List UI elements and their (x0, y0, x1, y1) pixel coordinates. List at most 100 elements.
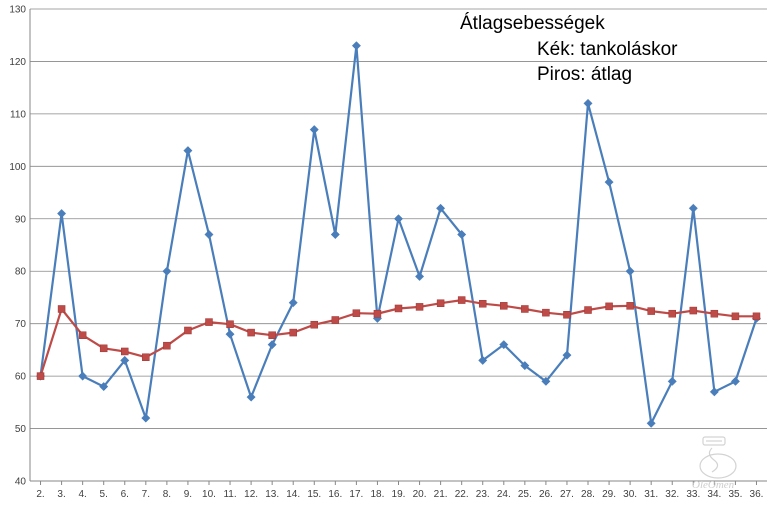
data-point (415, 271, 425, 282)
x-tick-label: 27. (560, 489, 574, 500)
legend-line-red: Piros: átlag (537, 64, 632, 85)
data-point (163, 341, 171, 350)
data-point (373, 309, 382, 318)
data-point (120, 355, 130, 365)
legend: Átlagsebességek Kék: tankoláskor Piros: … (460, 13, 678, 85)
x-tick-label: 20. (413, 489, 427, 500)
x-tick-label: 22. (455, 489, 469, 500)
x-tick-label: 28. (581, 489, 595, 500)
x-tick-label: 19. (392, 489, 406, 500)
x-tick-label: 36. (750, 489, 764, 500)
data-point (563, 311, 571, 319)
data-point (57, 305, 66, 313)
x-tick-label: 2. (36, 489, 44, 500)
data-point (121, 347, 129, 356)
y-tick-label: 40 (15, 477, 27, 488)
x-tick-label: 10. (202, 489, 216, 500)
data-point (478, 355, 488, 365)
x-tick-label: 31. (644, 489, 658, 500)
data-point (57, 208, 67, 219)
watermark: OleOmen (692, 436, 737, 491)
data-point (205, 318, 213, 326)
data-point (646, 418, 656, 428)
x-tick-label: 8. (163, 489, 171, 500)
data-point (668, 309, 676, 318)
x-tick-label: 3. (57, 489, 65, 500)
x-axis-ticks: 2. 3. 4. 5. 6. 7. 8. 9. 10. 11. 12. 13. 14. 15. 16. 17.… (36, 489, 763, 500)
y-tick-label: 70 (15, 319, 27, 330)
data-point (162, 266, 172, 276)
x-tick-label: 24. (497, 489, 511, 500)
x-tick-label: 9. (184, 489, 192, 500)
data-point (689, 306, 698, 315)
y-tick-label: 80 (15, 267, 27, 278)
x-tick-label: 5. (100, 489, 108, 500)
y-axis-ticks: 40 50 60 70 80 90 100 110 120 130 (9, 5, 26, 488)
gridlines (30, 8, 767, 482)
x-tick-label: 4. (78, 489, 86, 500)
data-point (289, 328, 297, 337)
data-point (500, 302, 508, 310)
data-point (394, 304, 403, 313)
x-tick-label: 21. (434, 489, 448, 500)
x-tick-label: 25. (518, 489, 532, 500)
x-tick-label: 23. (476, 489, 490, 500)
legend-line-blue: Kék: tankoláskor (537, 39, 678, 60)
data-point (542, 308, 550, 317)
y-tick-label: 110 (10, 109, 26, 120)
data-point (309, 125, 319, 135)
data-point (393, 214, 404, 224)
data-point (605, 302, 613, 311)
data-point (709, 387, 719, 397)
data-point (351, 41, 361, 51)
car-logo-icon (699, 436, 737, 479)
data-point (521, 305, 529, 313)
data-point (142, 353, 150, 361)
x-tick-label: 34. (707, 489, 721, 500)
watermark-text: OleOmen (692, 479, 735, 491)
data-point (352, 309, 361, 317)
data-point (331, 316, 340, 324)
data-point (731, 312, 740, 321)
data-point (710, 309, 719, 318)
data-point (78, 371, 88, 381)
y-tick-label: 50 (15, 424, 27, 435)
x-tick-label: 6. (121, 489, 129, 500)
data-point (141, 413, 151, 423)
data-point (625, 266, 635, 276)
data-point (457, 229, 467, 240)
data-point (436, 203, 446, 213)
data-point (478, 299, 487, 308)
data-point (184, 326, 192, 335)
series-blue (35, 41, 762, 428)
y-tick-label: 130 (9, 5, 26, 16)
data-point (626, 302, 634, 310)
data-point (99, 344, 108, 353)
x-tick-label: 13. (265, 489, 279, 500)
data-point (730, 376, 740, 386)
data-point (183, 146, 193, 156)
legend-title: Átlagsebességek (460, 13, 605, 34)
y-tick-label: 90 (15, 214, 27, 225)
x-tick-label: 29. (602, 489, 616, 500)
data-point (268, 331, 276, 339)
series-group (35, 41, 762, 428)
x-tick-label: 18. (370, 489, 384, 500)
data-point (584, 306, 592, 314)
x-tick-label: 26. (539, 489, 553, 500)
data-point (225, 329, 235, 339)
data-point (226, 320, 234, 328)
data-point (583, 98, 593, 108)
x-tick-label: 17. (349, 489, 363, 500)
data-point (204, 229, 214, 240)
axes (29, 9, 767, 485)
y-tick-label: 100 (9, 162, 26, 173)
data-point (647, 307, 655, 315)
x-tick-label: 30. (623, 489, 637, 500)
data-point (99, 382, 109, 392)
x-tick-label: 11. (223, 489, 236, 500)
data-point (457, 296, 466, 304)
data-point (330, 229, 340, 240)
